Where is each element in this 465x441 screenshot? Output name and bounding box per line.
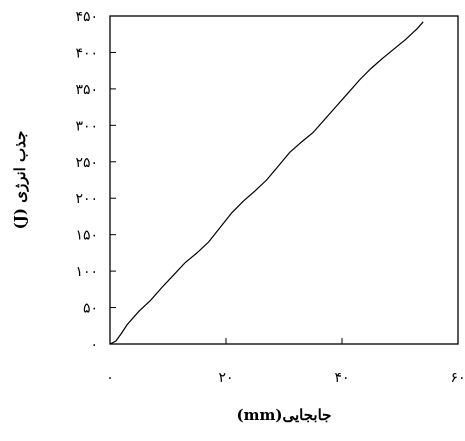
x-axis: ۰ ۲۰ ۴۰ ۶۰ [106, 338, 465, 386]
x-tick-label: ۶۰ [450, 370, 465, 386]
y-axis-label: جذب انرژی (J) [11, 131, 29, 230]
y-tick-label: ۳۵۰ [75, 82, 98, 98]
series-line [109, 21, 424, 345]
x-tick-label: ۰ [106, 370, 114, 386]
y-tick-label: ۲۰۰ [75, 191, 98, 207]
y-tick-label: ۴۰۰ [75, 45, 98, 61]
y-tick-label: ۴۵۰ [75, 9, 98, 25]
y-tick-label: ۳۰۰ [75, 118, 98, 134]
x-tick-label: ۴۰ [334, 370, 349, 386]
plot-frame [109, 15, 459, 345]
y-tick-label: ۱۵۰ [75, 228, 98, 244]
y-tick-label: ۰ [90, 337, 98, 353]
y-tick-label: ۵۰ [83, 301, 98, 317]
y-tick-label: ۲۵۰ [75, 155, 98, 171]
x-tick-label: ۲۰ [218, 370, 233, 386]
y-tick-label: ۱۰۰ [75, 264, 98, 280]
y-axis: ۰ ۵۰ ۱۰۰ ۱۵۰ ۲۰۰ ۲۵۰ ۳۰۰ ۳۵۰ ۴۰۰ ۴۵۰ [75, 9, 116, 353]
x-axis-label: جابجایی(mm) [237, 406, 332, 424]
